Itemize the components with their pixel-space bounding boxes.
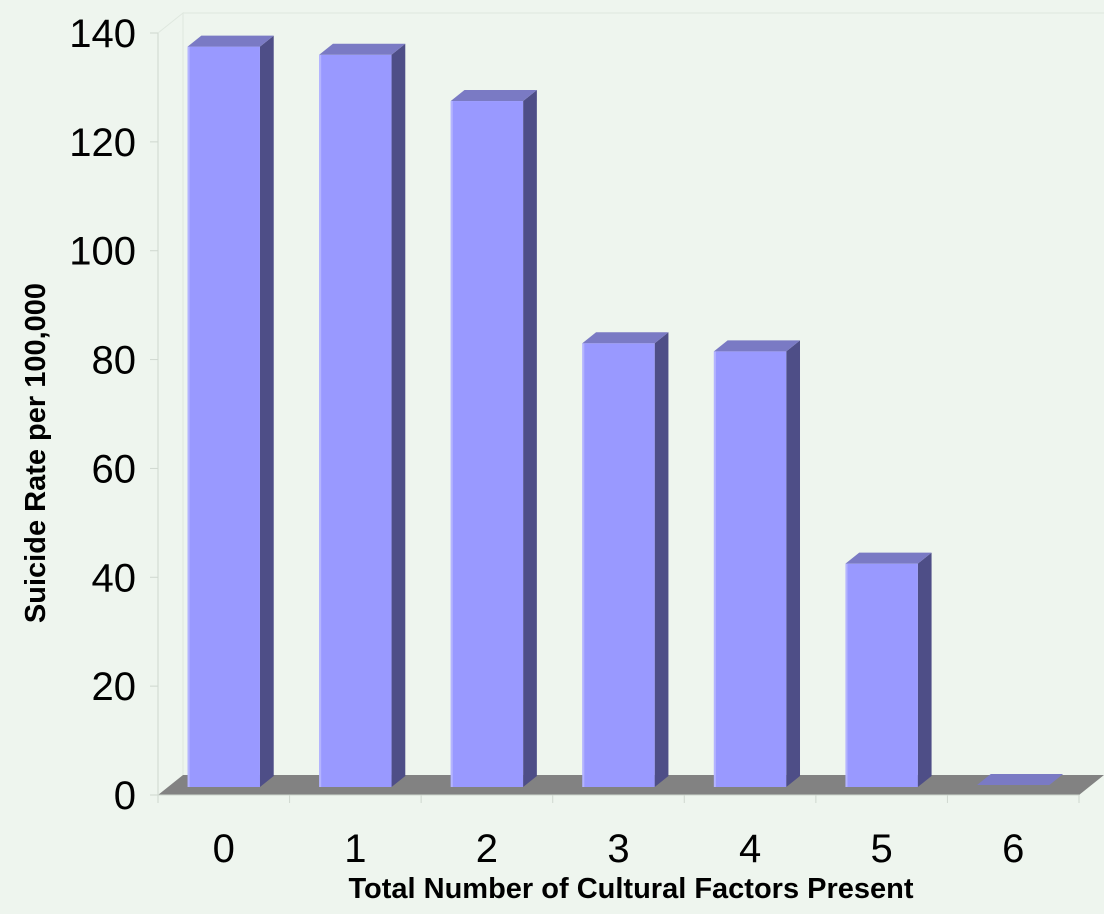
bar-side (654, 332, 669, 787)
bar-side (917, 552, 932, 787)
x-tick-label: 1 (344, 827, 366, 871)
bar (450, 90, 537, 788)
bar-top (977, 774, 1064, 785)
bar (713, 340, 801, 787)
y-tick-label: 140 (69, 12, 136, 56)
x-tick-label: 4 (739, 827, 761, 871)
y-tick-label: 120 (69, 121, 136, 165)
x-tick-label: 2 (476, 827, 498, 871)
y-tick-label: 60 (92, 447, 137, 491)
y-tick-label: 0 (114, 774, 136, 818)
bar-top (187, 35, 274, 47)
y-tick-label: 20 (92, 665, 137, 709)
bar-top (713, 340, 801, 352)
x-axis: 0 1 2 3 4 5 6 (157, 794, 1080, 871)
bar-front (713, 351, 787, 787)
bar-side (523, 90, 537, 788)
x-tick-label: 3 (607, 827, 629, 871)
bar-top (319, 43, 406, 55)
y-tick-label: 40 (92, 556, 137, 600)
bar-front (187, 46, 260, 788)
y-axis-title: Suicide Rate per 100,000 (20, 283, 52, 623)
y-tick-label: 80 (92, 339, 137, 383)
bar-front (845, 563, 918, 787)
bar (319, 43, 406, 788)
bar-top (582, 332, 669, 344)
bar-side (259, 35, 274, 788)
bar-top (450, 90, 537, 102)
bar-side (391, 43, 406, 788)
bar-top (845, 552, 932, 564)
left-wall-edge (157, 11, 184, 795)
x-tick-label: 0 (213, 827, 235, 871)
x-tick-label: 5 (871, 827, 893, 871)
bar (187, 35, 274, 788)
bar-front (319, 54, 392, 788)
y-axis: 0 20 40 60 80 100 120 140 (69, 12, 159, 818)
x-tick-label: 6 (1002, 827, 1024, 871)
bar-front (582, 343, 655, 787)
bar (845, 552, 932, 787)
bar (582, 332, 669, 787)
x-axis-title: Total Number of Cultural Factors Present (348, 873, 913, 905)
bar (977, 774, 1064, 785)
bar-side (786, 340, 801, 787)
y-tick-label: 100 (69, 230, 136, 274)
bars-group (187, 35, 1064, 788)
bar-front (450, 101, 524, 788)
